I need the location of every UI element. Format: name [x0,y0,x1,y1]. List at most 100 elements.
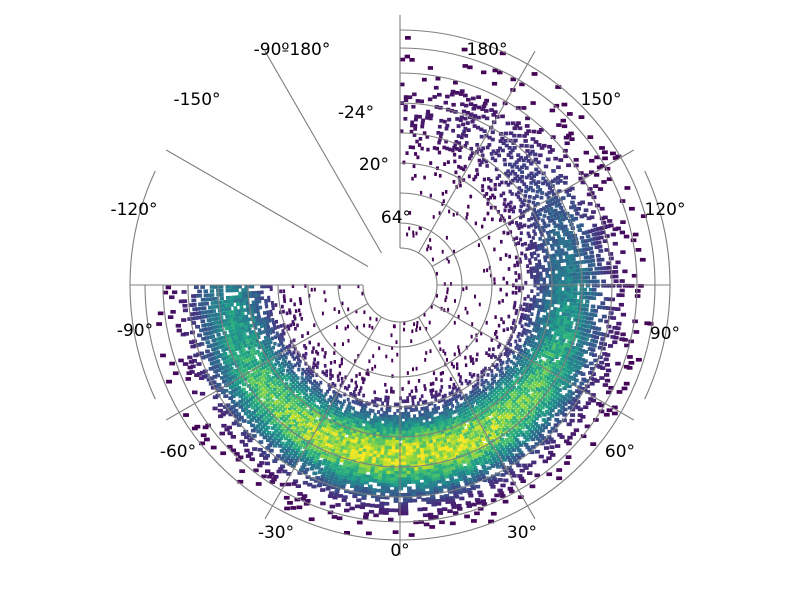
heatmap-cell [258,331,263,335]
heatmap-cell [250,360,255,364]
heatmap-cell [237,362,242,367]
heatmap-cell [525,374,530,379]
heatmap-cell [593,241,599,245]
heatmap-cell [312,429,317,433]
heatmap-cell [373,475,379,480]
heatmap-cell [521,420,526,425]
heatmap-cell [384,395,388,400]
heatmap-cell [542,315,546,319]
heatmap-cell [361,454,366,459]
heatmap-cell [532,409,538,414]
heatmap-cell [532,363,537,368]
heatmap-cell [542,214,547,218]
heatmap-cell [203,354,209,359]
heatmap-cell [237,380,242,385]
heatmap-cell [514,271,518,275]
heatmap-cell [576,365,582,370]
heatmap-cell [319,404,324,409]
heatmap-cell [299,450,304,455]
heatmap-cell [240,361,245,365]
heatmap-cell [605,353,611,357]
heatmap-cell [317,421,321,425]
heatmap-cell [502,404,507,409]
heatmap-cell [303,400,307,404]
heatmap-cell [524,391,528,396]
heatmap-cell [472,396,476,400]
heatmap-cell [557,388,562,392]
heatmap-cell [271,320,275,325]
heatmap-cell [328,420,333,425]
heatmap-cell [506,364,510,369]
heatmap-cell [563,301,568,306]
heatmap-cell [585,234,591,239]
heatmap-cell [580,239,586,244]
heatmap-cell [463,479,469,483]
heatmap-cell [563,319,568,324]
heatmap-cell [570,349,575,354]
heatmap-cell [533,335,537,339]
heatmap-cell [302,430,307,435]
heatmap-cell [561,326,566,331]
heatmap-cell [436,438,440,443]
heatmap-cell [356,444,361,448]
heatmap-cell [544,374,549,379]
heatmap-cell [363,512,369,516]
heatmap-cell [525,445,531,450]
heatmap-cell [493,480,499,484]
heatmap-cell [489,410,494,415]
heatmap-cell [311,453,317,458]
heatmap-cell [391,449,396,453]
heatmap-cell [557,329,562,334]
heatmap-cell [495,330,498,334]
heatmap-cell [358,372,361,376]
heatmap-cell [585,333,590,337]
heatmap-cell [199,391,206,396]
heatmap-cell [552,221,557,225]
heatmap-cell [571,382,577,386]
heatmap-cell [404,421,409,425]
heatmap-cell [381,479,387,484]
heatmap-cell [451,469,457,474]
heatmap-cell [316,463,321,467]
heatmap-cell [502,230,506,235]
heatmap-cell [557,409,563,413]
heatmap-cell [589,312,595,317]
heatmap-cell [301,425,306,430]
heatmap-cell [415,366,418,371]
heatmap-cell [511,290,515,295]
heatmap-cell [347,418,351,422]
heatmap-cell [613,335,619,340]
heatmap-cell [330,441,335,446]
heatmap-cell [192,390,198,395]
heatmap-cell [561,376,566,380]
heatmap-cell [533,342,538,346]
heatmap-cell [552,200,557,205]
heatmap-cell [561,290,565,295]
heatmap-cell [188,360,194,364]
heatmap-cell [345,470,350,474]
heatmap-cell [571,354,577,359]
heatmap-cell [550,349,555,354]
heatmap-cell [271,306,275,311]
heatmap-cell [391,452,396,457]
heatmap-cell [492,397,496,401]
heatmap-cell [531,236,535,240]
heatmap-cell [507,404,511,409]
heatmap-cell [499,390,503,395]
heatmap-cell [262,320,266,325]
heatmap-cell [556,420,562,424]
heatmap-cell [250,313,255,318]
heatmap-cell [250,284,255,289]
heatmap-cell [510,169,515,174]
heatmap-cell [516,260,519,265]
heatmap-cell [447,307,450,312]
heatmap-cell [295,441,300,445]
heatmap-cell [333,342,336,347]
heatmap-cell [429,490,435,495]
heatmap-cell [537,347,542,352]
heatmap-cell [305,413,310,418]
heatmap-cell [537,320,542,324]
heatmap-cell [477,415,481,419]
heatmap-cell [482,372,486,377]
heatmap-cell [519,165,524,170]
